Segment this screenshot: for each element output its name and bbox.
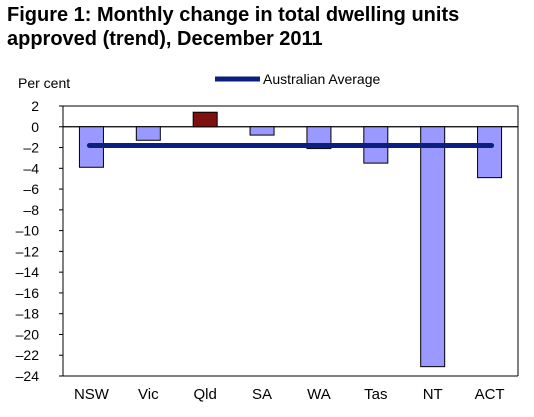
y-tick-label: –20 [16,326,40,342]
chart-title: Figure 1: Monthly change in total dwelli… [7,3,527,51]
y-tick-label: –12 [16,243,40,259]
x-category-label-act: ACT [475,386,505,403]
x-category-label-tas: Tas [364,386,387,403]
bar-qld [192,111,218,128]
legend-label-australian-average: Australian Average [263,71,380,87]
bar-vic [135,126,161,141]
y-tick-label: –16 [16,285,40,301]
x-category-label-qld: Qld [194,386,217,403]
legend: Australian Average [215,71,380,87]
chart-title-line-2: approved (trend), December 2011 [7,28,323,50]
y-tick-labels: 2 0 –2 –4 –6 –8 –10 –12 –14 –16 –18 –20 –22 –24 [16,98,63,384]
bars [78,111,503,368]
x-category-label-vic: Vic [138,386,159,403]
y-tick-label: –18 [16,306,40,322]
y-tick-label: –22 [16,347,40,363]
x-category-label-nt: NT [423,386,443,403]
y-tick-label: –8 [23,202,39,218]
x-category-label-wa: WA [307,386,331,403]
chart-title-line-1: Figure 1: Monthly change in total dwelli… [7,4,460,26]
bar-sa [249,126,275,136]
y-tick-label: –2 [23,140,39,156]
y-tick-label: –10 [16,223,40,239]
y-tick-label: –6 [23,181,39,197]
x-category-label-nsw: NSW [74,386,110,403]
bar-nt [420,126,446,368]
y-tick-label: –24 [16,368,40,384]
y-tick-label: –14 [16,264,40,280]
x-category-labels: NSW Vic Qld SA WA Tas NT ACT [74,386,505,403]
y-axis-label: Per cent [18,75,70,91]
y-tick-label: 0 [31,119,39,135]
bar-act [477,126,503,179]
y-tick-label: –4 [23,160,39,176]
x-category-label-sa: SA [252,386,272,403]
y-tick-label: 2 [31,98,39,114]
